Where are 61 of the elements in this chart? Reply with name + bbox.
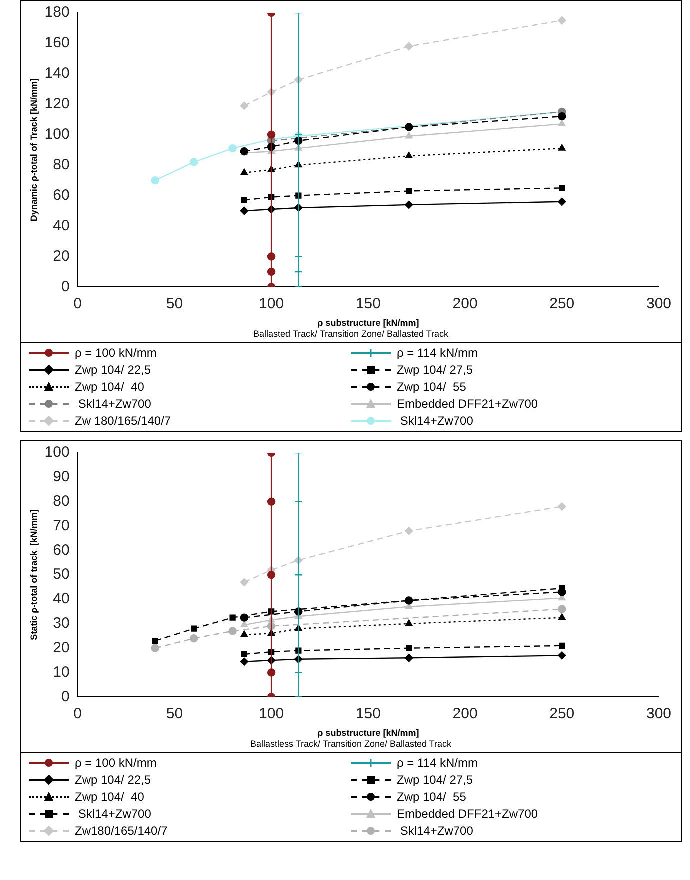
legend-label: Zwp 104/ 27,5 — [397, 773, 474, 787]
y-tick-label: 120 — [44, 96, 70, 113]
x-axis-title: ρ substructure [kN/mm] — [318, 728, 420, 738]
x-tick-label: 250 — [550, 295, 575, 312]
x-tick-label: 50 — [166, 705, 184, 722]
y-tick-label: 60 — [53, 186, 70, 204]
y-tick-label: 10 — [53, 664, 70, 681]
y-tick-label: 160 — [44, 34, 70, 52]
legend-label: ρ = 100 kN/mm — [75, 756, 157, 770]
x-tick-label: 200 — [452, 705, 478, 722]
legend-label: Zw 180/165/140/7 — [75, 414, 172, 428]
y-tick-label: 70 — [53, 517, 70, 534]
x-tick-label: 300 — [646, 295, 672, 312]
x-tick-label: 150 — [356, 705, 381, 722]
legend-label: ρ = 100 kN/mm — [75, 346, 157, 360]
y-tick-label: 20 — [53, 640, 70, 656]
legend-label: Skl14+Zw700 — [399, 414, 474, 428]
text: Ballastless Track/ Transition Zone/ Ballasted Track — [249, 739, 453, 749]
y-tick-label: 60 — [53, 542, 70, 559]
y-tick-label: 20 — [53, 248, 70, 265]
text: Ballasted Track/ Transition Zone/ Ballasted Track — [252, 329, 450, 339]
y-tick-label: 0 — [61, 688, 70, 706]
legend-label: Skl14+Zw700 — [77, 397, 152, 411]
y-tick-label: 30 — [53, 615, 70, 632]
legend-label: Zw180/165/140/7 — [75, 824, 168, 838]
y-tick-label: 140 — [44, 65, 70, 82]
y-tick-label: 100 — [44, 126, 70, 144]
legend-label: Zwp 104/ 55 — [397, 380, 466, 394]
x-tick-label: 50 — [166, 295, 184, 312]
legend-label: Zwp 104/ 55 — [397, 790, 466, 804]
x-axis-title: ρ substructure [kN/mm] — [318, 318, 420, 328]
y-axis-title: Static ρ-total of track [kN/mm] — [28, 510, 39, 640]
y-axis-title: Dynamic ρ-total of Track [kN/mm] — [28, 78, 39, 222]
legend-label: ρ = 114 kN/mm — [397, 756, 478, 770]
legend-label: Zwp 104/ 40 — [75, 380, 144, 394]
y-tick-label: 40 — [53, 590, 70, 608]
x-tick-label: 0 — [74, 295, 82, 312]
x-tick-label: 150 — [356, 295, 381, 312]
y-tick-label: 100 — [44, 444, 70, 462]
y-tick-label: 80 — [53, 492, 70, 510]
legend-label: Zwp 104/ 22,5 — [75, 363, 152, 377]
y-tick-label: 80 — [53, 156, 70, 174]
x-tick-label: 250 — [550, 705, 575, 722]
y-tick-label: 90 — [53, 468, 70, 486]
legend-label: ρ = 114 kN/mm — [397, 346, 478, 360]
legend-label: Skl14+Zw700 — [77, 807, 152, 821]
legend-label: Embedded DFF21+Zw700 — [397, 807, 538, 821]
legend-label: Zwp 104/ 27,5 — [397, 363, 474, 377]
legend-label: Zwp 104/ 22,5 — [75, 773, 152, 787]
y-tick-label: 0 — [61, 278, 70, 296]
x-tick-label: 100 — [259, 295, 284, 312]
x-tick-label: 0 — [74, 705, 82, 722]
x-tick-label: 200 — [452, 295, 478, 312]
legend-label: Embedded DFF21+Zw700 — [397, 397, 538, 411]
y-tick-label: 40 — [53, 217, 70, 234]
x-tick-label: 300 — [646, 705, 672, 722]
legend-label: Zwp 104/ 40 — [75, 790, 144, 804]
y-tick-label: 180 — [44, 4, 70, 22]
legend-label: Skl14+Zw700 — [399, 824, 474, 838]
x-tick-label: 100 — [259, 705, 284, 722]
y-tick-label: 50 — [53, 566, 70, 584]
